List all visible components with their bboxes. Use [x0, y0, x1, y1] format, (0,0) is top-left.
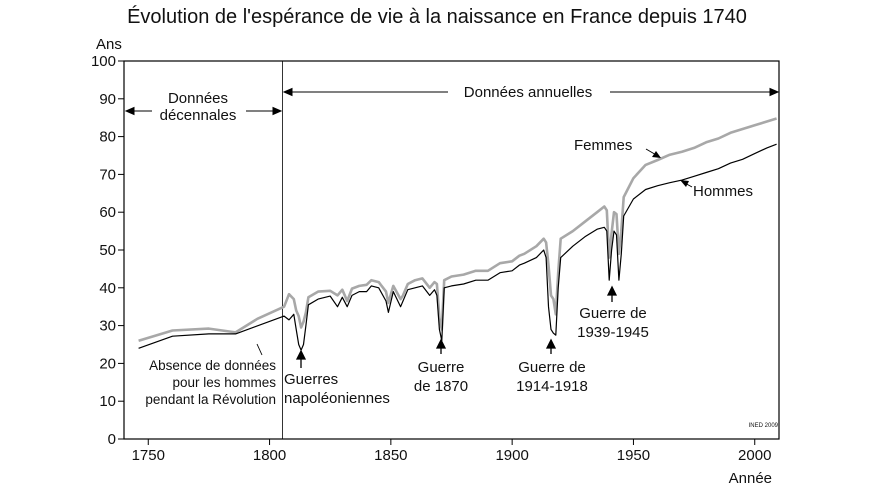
y-ticks: 0 10 20 30 40 50 60 70 80 90 100 [91, 53, 124, 448]
war1914-label-2: 1914-1918 [516, 378, 588, 395]
war1870-label-2: de 1870 [414, 378, 468, 395]
period-arrows [124, 87, 780, 116]
x-tick-label: 1750 [132, 447, 165, 464]
y-tick-label: 100 [91, 53, 116, 70]
war1939-label-1: Guerre de [579, 305, 647, 322]
y-tick-label: 90 [99, 91, 116, 108]
absence-label-2: pour les hommes [172, 375, 276, 390]
femmes-arrowhead [652, 151, 661, 158]
war1939-label-2: 1939-1945 [577, 324, 649, 341]
war-arrows [295, 285, 618, 368]
y-axis-label: Ans [96, 36, 122, 53]
hommes-arrowhead [680, 180, 689, 187]
x-ticks: 1750 1800 1850 1900 1950 2000 [132, 439, 771, 464]
war1914-label-1: Guerre de [518, 359, 586, 376]
napoleonic-label-2: napoléoniennes [284, 390, 390, 407]
y-tick-label: 20 [99, 355, 116, 372]
x-tick-label: 1800 [253, 447, 286, 464]
decennial-label-2: décennales [160, 107, 237, 124]
x-tick-label: 1950 [617, 447, 650, 464]
y-tick-label: 40 [99, 280, 116, 297]
source-label: INED 2009 [749, 423, 779, 429]
annual-label: Données annuelles [464, 84, 592, 101]
y-tick-label: 70 [99, 166, 116, 183]
x-tick-label: 2000 [738, 447, 771, 464]
y-tick-label: 10 [99, 393, 116, 410]
series-lines [138, 117, 777, 351]
absence-label-3: pendant la Révolution [145, 392, 276, 407]
decennial-label-1: Données [168, 90, 228, 107]
femmes-label: Femmes [574, 137, 632, 154]
y-tick-label: 80 [99, 129, 116, 146]
y-tick-label: 0 [108, 431, 116, 448]
y-tick-label: 60 [99, 204, 116, 221]
y-tick-label: 30 [99, 318, 116, 335]
hommes-label: Hommes [693, 183, 753, 200]
x-tick-label: 1900 [495, 447, 528, 464]
y-tick-label: 50 [99, 242, 116, 259]
absence-pointer [256, 343, 263, 356]
series-line-femmes [138, 117, 777, 342]
series-line-hommes [138, 143, 777, 351]
x-tick-label: 1850 [374, 447, 407, 464]
chart-title: Évolution de l'espérance de vie à la nai… [127, 5, 747, 28]
absence-label-1: Absence de données [149, 358, 276, 373]
war1870-label-1: Guerre [418, 359, 465, 376]
napoleonic-label-1: Guerres [284, 371, 338, 388]
x-axis-label: Année [729, 470, 772, 487]
